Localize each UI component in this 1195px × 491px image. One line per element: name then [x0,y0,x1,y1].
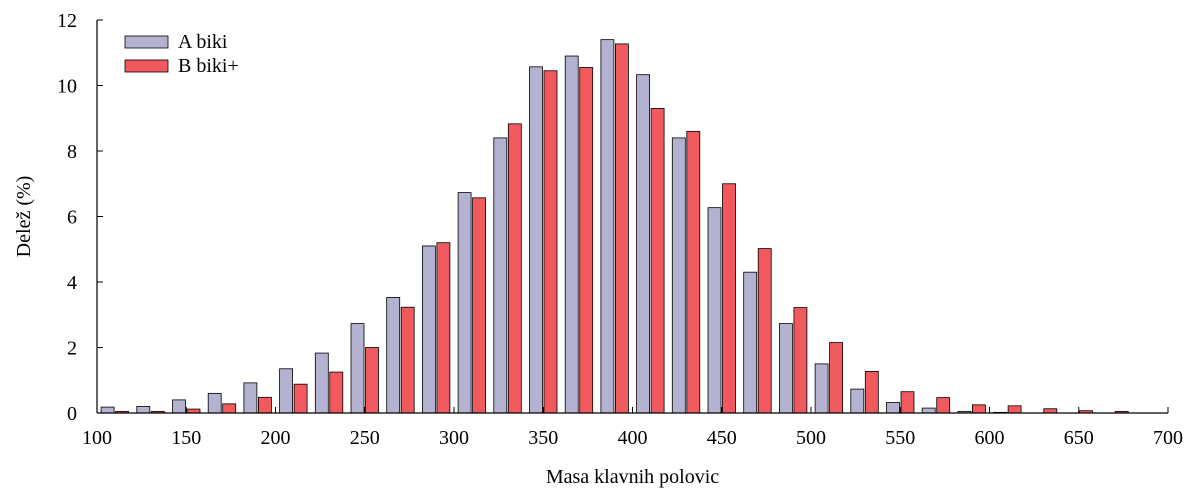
legend-swatch-a-biki [124,35,169,49]
bar-a-biki-110 [100,406,115,414]
bar-b-biki-plus-410 [650,108,665,414]
x-tick-label-400: 400 [618,427,648,449]
bar-b-biki-plus-170 [222,403,237,414]
bar-a-biki-230 [314,352,329,414]
bar-b-biki-plus-590 [972,404,986,414]
bar-b-biki-plus-530 [864,371,879,414]
y-tick-label-10: 10 [57,76,77,98]
bar-a-biki-150 [172,399,186,414]
bar-a-biki-450 [707,207,722,414]
bar-a-biki-370 [564,55,579,414]
x-tick-label-700: 700 [1153,427,1183,449]
bar-b-biki-plus-390 [615,43,629,414]
y-tick-label-8: 8 [67,141,77,163]
y-tick-label-6: 6 [67,207,77,229]
bar-b-biki-plus-350 [543,70,558,414]
x-tick-label-650: 650 [1064,427,1094,449]
y-tick-label-12: 12 [57,10,77,32]
bar-b-biki-plus-290 [436,242,451,414]
bar-a-biki-210 [279,368,294,414]
bar-a-biki-550 [886,402,900,414]
bar-b-biki-plus-630 [1043,408,1058,414]
x-tick-label-350: 350 [528,427,558,449]
y-tick-label-4: 4 [67,272,77,294]
bar-b-biki-plus-470 [757,248,772,414]
bar-a-biki-530 [850,388,865,414]
legend-label-a-biki: A biki [178,31,228,53]
y-tick-label-0: 0 [67,403,77,425]
bar-b-biki-plus-550 [900,391,915,414]
x-tick-label-450: 450 [707,427,737,449]
bar-a-biki-270 [386,296,401,414]
x-tick-label-200: 200 [261,427,291,449]
bar-b-biki-plus-230 [329,371,344,414]
x-tick-label-600: 600 [975,427,1005,449]
bar-a-biki-410 [636,74,650,414]
legend: A biki B biki+ [124,31,239,77]
bar-b-biki-plus-270 [400,306,415,414]
axes-group [96,20,1168,414]
bar-b-biki-plus-610 [1007,405,1022,414]
x-axis-title: Masa klavnih polovic [546,466,719,488]
bar-a-biki-170 [207,392,222,414]
legend-swatch-b-biki-plus [124,59,169,73]
bars-group [100,39,1129,414]
y-axis-title: Delež (%) [13,176,35,258]
bar-a-biki-390 [600,39,615,414]
bar-a-biki-490 [779,323,793,414]
x-tick-label-250: 250 [350,427,380,449]
ticks-group: 100 150 200 250 300 350 400 450 500 550 600 650 700 0… [57,10,1183,449]
x-tick-label-500: 500 [796,427,826,449]
bar-a-biki-350 [529,66,543,414]
bar-a-biki-510 [814,363,829,414]
bar-a-biki-310 [457,192,472,414]
x-tick-label-550: 550 [885,427,915,449]
x-tick-label-150: 150 [171,427,201,449]
bar-b-biki-plus-250 [365,347,379,414]
bar-a-biki-190 [243,382,258,414]
bar-b-biki-plus-450 [722,183,736,414]
bar-a-biki-470 [743,271,758,414]
x-tick-label-300: 300 [439,427,469,449]
bar-a-biki-330 [493,137,508,414]
bar-b-biki-plus-310 [472,197,487,414]
bar-b-biki-plus-570 [936,397,951,414]
bar-b-biki-plus-370 [579,67,594,414]
bar-b-biki-plus-190 [257,396,272,414]
x-tick-label-100: 100 [82,427,112,449]
bar-a-biki-290 [421,245,436,414]
legend-label-b-biki-plus: B biki+ [178,55,239,77]
bar-b-biki-plus-330 [507,123,522,414]
bar-a-biki-430 [671,137,686,414]
y-tick-label-2: 2 [67,338,77,360]
bar-b-biki-plus-430 [686,130,701,414]
bar-a-biki-130 [136,406,151,414]
bar-b-biki-plus-510 [829,342,843,414]
bar-b-biki-plus-210 [293,383,308,414]
bar-a-biki-250 [350,323,365,414]
bar-a-biki-570 [921,407,936,414]
bar-b-biki-plus-490 [793,307,808,414]
